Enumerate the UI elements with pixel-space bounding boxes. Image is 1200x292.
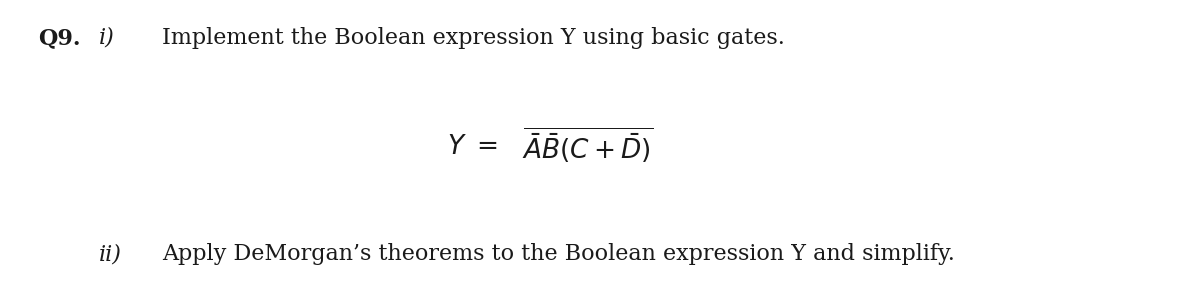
Text: ii): ii) [98, 243, 121, 265]
Text: $\overline{\bar{A}\bar{B}(C+\bar{D})}$: $\overline{\bar{A}\bar{B}(C+\bar{D})}$ [522, 126, 653, 166]
Text: Implement the Boolean expression Y using basic gates.: Implement the Boolean expression Y using… [162, 27, 785, 49]
Text: $Y\ =$: $Y\ =$ [446, 133, 498, 159]
Text: i): i) [98, 27, 114, 49]
Text: Apply DeMorgan’s theorems to the Boolean expression Y and simplify.: Apply DeMorgan’s theorems to the Boolean… [162, 243, 955, 265]
Text: Q9.: Q9. [38, 27, 80, 49]
